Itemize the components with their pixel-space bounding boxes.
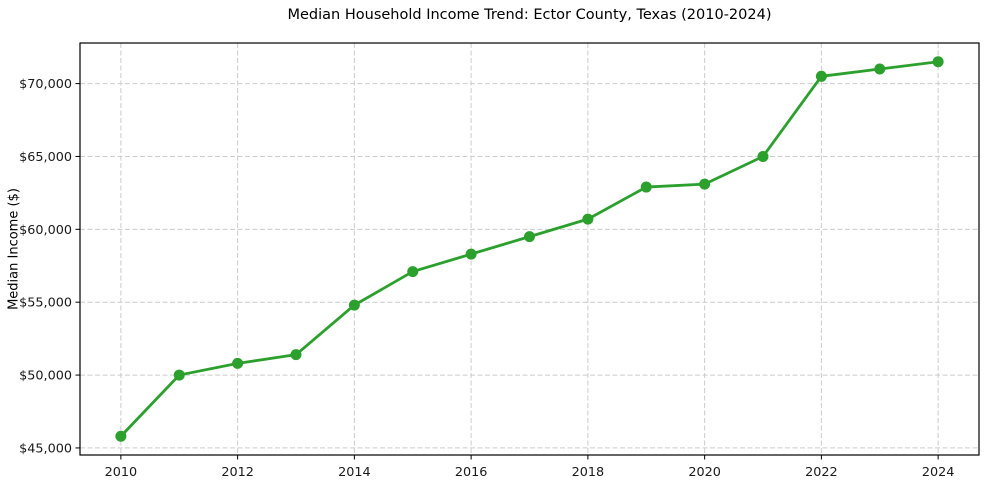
x-tick-label: 2024 — [922, 465, 955, 480]
data-point — [874, 63, 886, 75]
data-point — [173, 369, 185, 381]
y-tick-label: $65,000 — [19, 150, 72, 165]
data-point — [232, 357, 244, 369]
x-tick-label: 2010 — [105, 465, 138, 480]
x-tick-label: 2012 — [221, 465, 254, 480]
data-point — [348, 299, 360, 311]
x-tick-label: 2018 — [572, 465, 605, 480]
data-point — [407, 266, 419, 278]
x-tick-label: 2022 — [805, 465, 838, 480]
data-point — [815, 70, 827, 82]
y-tick-label: $60,000 — [19, 223, 72, 238]
data-point — [757, 150, 769, 162]
data-point — [640, 181, 652, 193]
x-tick-label: 2014 — [338, 465, 371, 480]
chart-title: Median Household Income Trend: Ector Cou… — [287, 7, 772, 23]
y-tick-label: $70,000 — [19, 77, 72, 92]
plot-border — [79, 42, 980, 456]
y-tick-label: $45,000 — [19, 441, 72, 456]
data-point — [290, 349, 302, 361]
data-point — [699, 178, 711, 190]
trend-line — [119, 60, 940, 438]
data-point — [465, 248, 477, 260]
y-tick-label: $50,000 — [19, 369, 72, 384]
data-point — [932, 56, 944, 68]
x-tick-label: 2020 — [688, 465, 721, 480]
data-point — [115, 430, 127, 442]
data-point — [582, 213, 594, 225]
y-tick-label: $55,000 — [19, 296, 72, 311]
data-point — [524, 231, 535, 243]
x-tick-label: 2016 — [455, 465, 488, 480]
